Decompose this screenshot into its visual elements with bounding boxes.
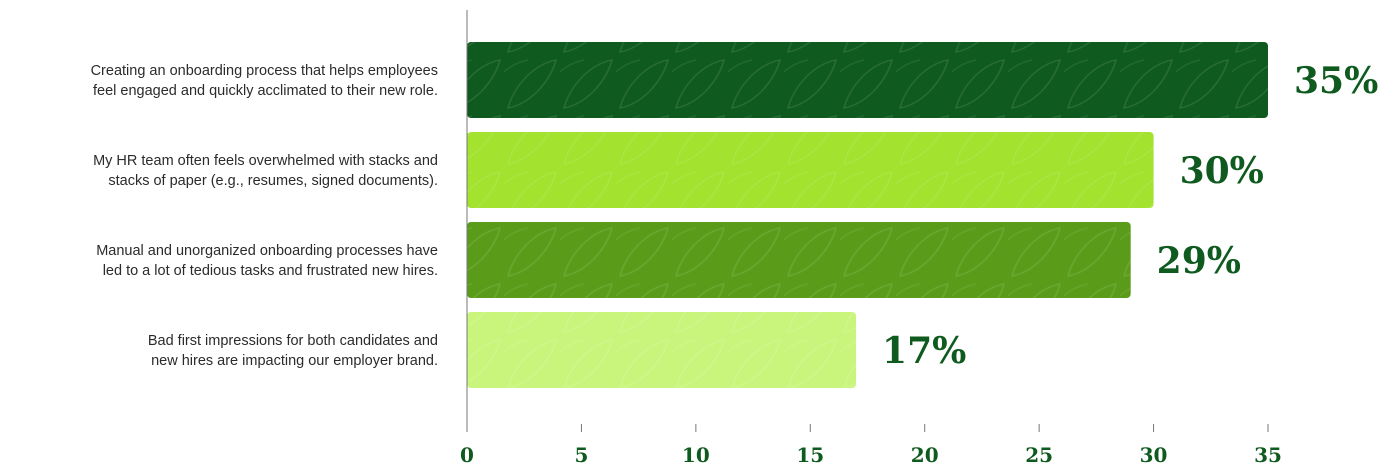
bar-texture-2: [467, 132, 1154, 208]
category-label-line: Bad first impressions for both candidate…: [148, 333, 438, 349]
category-label-line: Creating an onboarding process that help…: [91, 63, 438, 79]
x-axis: 0 5 10 15 20 25 30 35: [460, 10, 1282, 467]
bar-texture-3: [467, 222, 1131, 298]
x-tick-label-10: 10: [682, 443, 710, 467]
x-tick-label-15: 15: [796, 443, 824, 467]
bars-layer: [467, 42, 1268, 388]
x-tick-label-20: 20: [911, 443, 939, 467]
category-label-3: Manual and unorganized onboarding proces…: [96, 243, 438, 279]
value-labels: 35% 30% 29% 17%: [882, 60, 1378, 372]
category-label-line: Manual and unorganized onboarding proces…: [96, 243, 438, 259]
bar-texture-4: [467, 312, 857, 388]
x-tick-label-5: 5: [574, 443, 588, 467]
bar-texture-1: [467, 42, 1268, 118]
x-tick-label-30: 30: [1140, 443, 1168, 467]
category-label-1: Creating an onboarding process that help…: [91, 63, 438, 99]
x-tick-label-0: 0: [460, 443, 474, 467]
category-labels: Creating an onboarding process that help…: [91, 63, 438, 369]
category-label-line: led to a lot of tedious tasks and frustr…: [103, 263, 438, 279]
category-label-4: Bad first impressions for both candidate…: [148, 333, 438, 369]
value-label-2: 30%: [1180, 150, 1264, 192]
value-label-1: 35%: [1294, 60, 1378, 102]
category-label-2: My HR team often feels overwhelmed with …: [93, 153, 438, 189]
category-label-line: stacks of paper (e.g., resumes, signed d…: [108, 173, 438, 189]
category-label-line: My HR team often feels overwhelmed with …: [93, 153, 438, 169]
x-tick-label-35: 35: [1254, 443, 1282, 467]
x-tick-label-25: 25: [1025, 443, 1053, 467]
value-label-4: 17%: [882, 330, 966, 372]
value-label-3: 29%: [1157, 240, 1241, 282]
category-label-line: new hires are impacting our employer bra…: [151, 353, 438, 369]
category-label-line: feel engaged and quickly acclimated to t…: [93, 83, 438, 99]
